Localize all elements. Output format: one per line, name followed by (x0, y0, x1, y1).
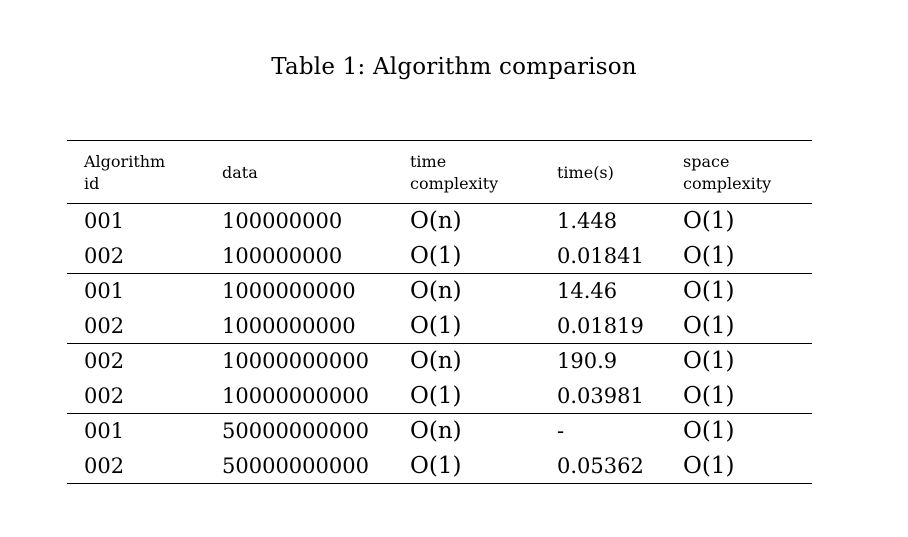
table-header-row: Algorithm id data time complexity time(s… (67, 140, 812, 204)
header-time-complexity: time complexity (393, 141, 540, 204)
cell-time-complexity: O(n) (410, 208, 462, 235)
cell-time-seconds: 0.01841 (557, 243, 644, 268)
cell-algorithm-id: 002 (84, 383, 125, 408)
cell-space-complexity: O(1) (683, 208, 735, 235)
cell-space-complexity: O(1) (683, 418, 735, 445)
cell-data: 1000000000 (222, 313, 356, 338)
cell-space-complexity: O(1) (683, 348, 735, 375)
algorithm-comparison-table: Algorithm id data time complexity time(s… (67, 140, 812, 484)
cell-time-seconds: - (557, 419, 565, 444)
cell-time-complexity: O(n) (410, 348, 462, 375)
cell-algorithm-id: 001 (84, 419, 125, 444)
cell-algorithm-id: 002 (84, 453, 125, 478)
cell-time-seconds: 14.46 (557, 279, 618, 304)
header-line: id (84, 174, 100, 193)
header-line: complexity (683, 174, 772, 193)
cell-time-complexity: O(1) (410, 382, 462, 409)
cell-algorithm-id: 002 (84, 243, 125, 268)
cell-data: 10000000000 (222, 349, 369, 374)
cell-time-seconds: 0.03981 (557, 383, 644, 408)
cell-time-seconds: 0.05362 (557, 453, 644, 478)
header-data: data (205, 141, 393, 204)
cell-time-seconds: 1.448 (557, 209, 618, 234)
cell-time-complexity: O(1) (410, 242, 462, 269)
cell-data: 100000000 (222, 209, 343, 234)
header-line: complexity (410, 174, 499, 193)
cell-algorithm-id: 002 (84, 313, 125, 338)
cell-time-seconds: 0.01819 (557, 313, 644, 338)
cell-space-complexity: O(1) (683, 452, 735, 479)
cell-data: 100000000 (222, 243, 343, 268)
header-line: space (683, 152, 730, 171)
table-row: 001 50000000000 O(n) - O(1) (67, 413, 812, 449)
header-algorithm-id: Algorithm id (67, 141, 205, 204)
cell-time-complexity: O(1) (410, 312, 462, 339)
header-line: data (222, 163, 258, 182)
table-row: 001 1000000000 O(n) 14.46 O(1) (67, 273, 812, 309)
header-line: time (410, 152, 447, 171)
cell-space-complexity: O(1) (683, 242, 735, 269)
table-row: 002 10000000000 O(n) 190.9 O(1) (67, 343, 812, 379)
cell-data: 10000000000 (222, 383, 369, 408)
cell-time-complexity: O(1) (410, 452, 462, 479)
table-row: 002 50000000000 O(1) 0.05362 O(1) (67, 449, 812, 484)
table-row: 002 1000000000 O(1) 0.01819 O(1) (67, 309, 812, 344)
cell-space-complexity: O(1) (683, 382, 735, 409)
cell-data: 1000000000 (222, 279, 356, 304)
header-line: time(s) (557, 163, 614, 182)
cell-time-seconds: 190.9 (557, 349, 618, 374)
cell-data: 50000000000 (222, 453, 369, 478)
cell-algorithm-id: 001 (84, 209, 125, 234)
cell-data: 50000000000 (222, 419, 369, 444)
cell-algorithm-id: 002 (84, 349, 125, 374)
cell-algorithm-id: 001 (84, 279, 125, 304)
comparison-table-container: Algorithm id data time complexity time(s… (67, 140, 812, 484)
table-row: 002 100000000 O(1) 0.01841 O(1) (67, 239, 812, 274)
cell-time-complexity: O(n) (410, 278, 462, 305)
header-time-seconds: time(s) (540, 141, 666, 204)
table-row: 002 10000000000 O(1) 0.03981 O(1) (67, 379, 812, 414)
cell-time-complexity: O(n) (410, 418, 462, 445)
header-line: Algorithm (84, 152, 166, 171)
cell-space-complexity: O(1) (683, 278, 735, 305)
cell-space-complexity: O(1) (683, 312, 735, 339)
header-space-complexity: space complexity (666, 141, 812, 204)
table-caption: Table 1: Algorithm comparison (271, 54, 637, 80)
table-row: 001 100000000 O(n) 1.448 O(1) (67, 203, 812, 239)
